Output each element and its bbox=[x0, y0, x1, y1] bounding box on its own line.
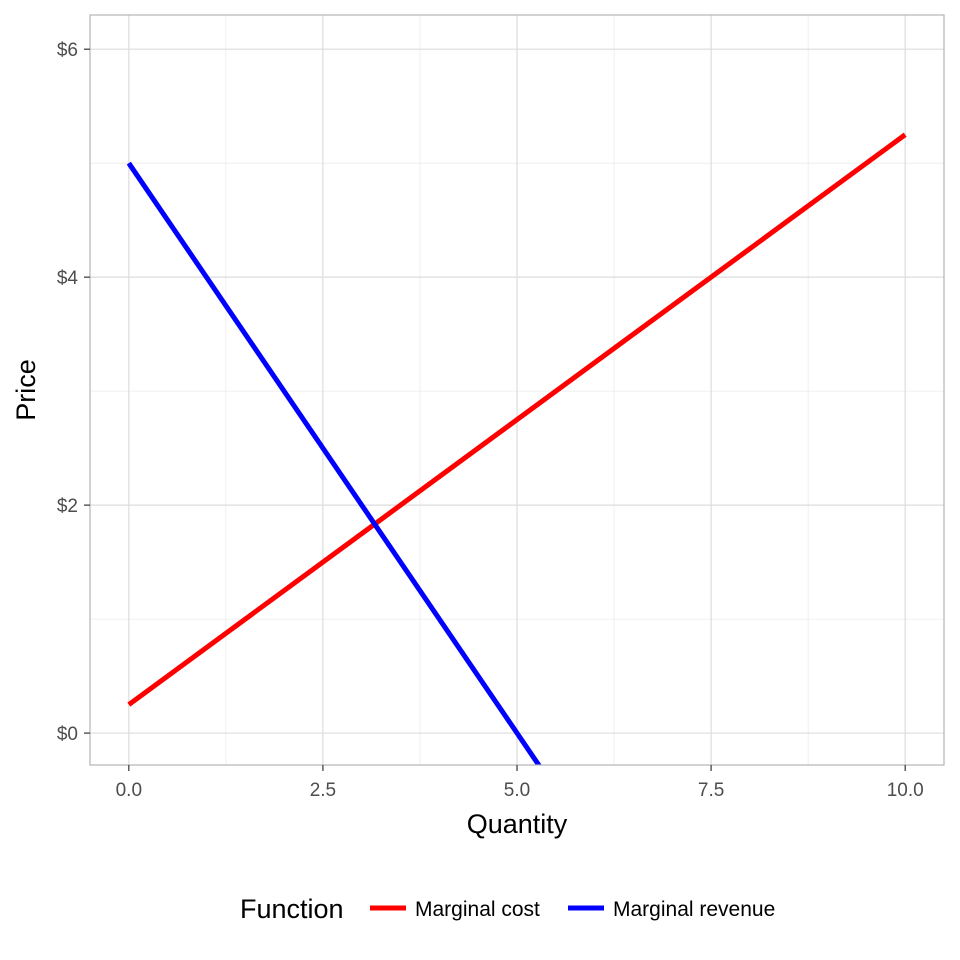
y-tick-label: $2 bbox=[57, 496, 78, 517]
x-axis-ticks: 0.0 2.5 5.0 7.5 10.0 bbox=[116, 765, 924, 801]
x-tick-label: 10.0 bbox=[887, 780, 924, 801]
series-lines bbox=[126, 132, 907, 765]
y-tick-label: $4 bbox=[57, 268, 79, 289]
x-tick-label: 5.0 bbox=[504, 780, 530, 801]
series-line-marginal-cost bbox=[127, 132, 907, 707]
legend-label-marginal-cost: Marginal cost bbox=[415, 898, 540, 921]
x-tick-label: 2.5 bbox=[310, 780, 336, 801]
legend-title: Function bbox=[240, 894, 344, 924]
legend: Function Marginal cost Marginal revenue bbox=[240, 894, 775, 924]
legend-items: Marginal cost Marginal revenue bbox=[370, 898, 775, 921]
x-tick-label: 0.0 bbox=[116, 780, 142, 801]
legend-label-marginal-revenue: Marginal revenue bbox=[613, 898, 775, 921]
y-tick-label: $6 bbox=[57, 40, 78, 61]
y-tick-label: $0 bbox=[57, 724, 78, 745]
x-tick-label: 7.5 bbox=[698, 780, 724, 801]
y-axis-title: Price bbox=[11, 359, 41, 421]
major-gridlines bbox=[90, 15, 944, 765]
series-line-marginal-revenue bbox=[126, 161, 542, 765]
x-axis-title: Quantity bbox=[467, 809, 568, 839]
y-axis-ticks: $0 $2 $4 $6 bbox=[57, 40, 90, 745]
